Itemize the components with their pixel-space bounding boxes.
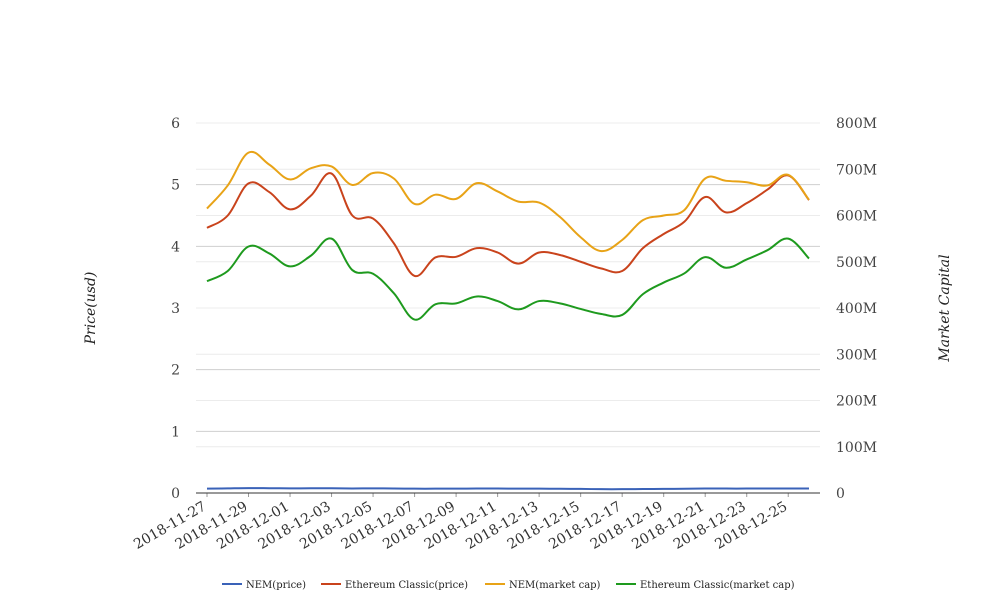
legend-label-nem-market-cap: NEM(market cap): [509, 580, 601, 591]
right-tick-label: 100M: [836, 440, 877, 456]
right-tick-label: 800M: [836, 116, 877, 132]
left-tick-label: 4: [171, 239, 180, 255]
series-line-ethereum-classic-price: [206, 172, 810, 278]
right-tick-label: 0: [836, 486, 845, 502]
left-tick-label: 0: [171, 486, 180, 502]
left-tick-label: 2: [171, 363, 180, 379]
legend: NEM(price) Ethereum Classic(price) NEM(mar…: [222, 580, 795, 591]
right-tick-label: 300M: [836, 347, 877, 363]
right-axis-title: Market Capital: [937, 254, 953, 362]
series-line-nem-price: [206, 487, 810, 491]
legend-label-ethereum-classic-price: Ethereum Classic(price): [345, 580, 468, 591]
series-lines: [206, 150, 810, 491]
series-line-nem-market-cap: [206, 150, 810, 253]
left-tick-label: 5: [171, 178, 180, 194]
legend-label-ethereum-classic-market-cap: Ethereum Classic(market cap): [640, 580, 795, 591]
right-tick-label: 500M: [836, 255, 877, 271]
right-y-axis-ticks: 0 100M 200M 300M 400M 500M 600M 700M 800M: [836, 116, 877, 502]
left-tick-label: 1: [171, 424, 180, 440]
right-tick-label: 700M: [836, 162, 877, 178]
x-axis-ticks: 2018-11-272018-11-292018-12-012018-12-03…: [131, 493, 790, 553]
grid: [196, 122, 820, 448]
left-axis-title: Price(usd): [83, 272, 99, 346]
right-tick-label: 400M: [836, 301, 877, 317]
series-line-ethereum-classic-market-cap: [206, 237, 810, 321]
right-tick-label: 600M: [836, 209, 877, 225]
left-tick-label: 6: [171, 116, 180, 132]
left-tick-label: 3: [171, 301, 180, 317]
right-tick-label: 200M: [836, 394, 877, 410]
left-y-axis-ticks: 0 1 2 3 4 5 6: [171, 116, 180, 502]
legend-label-nem-price: NEM(price): [246, 580, 306, 591]
